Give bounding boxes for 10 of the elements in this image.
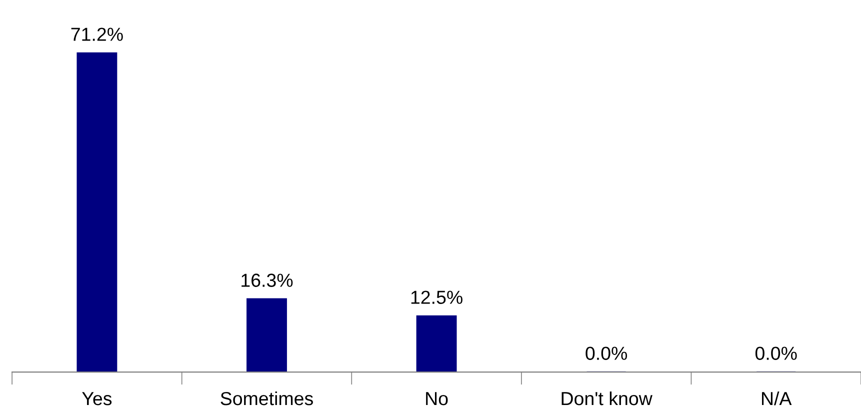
x-tick-label: No — [426, 392, 448, 406]
x-tick-label: Sometimes — [220, 391, 313, 406]
data-label: 0.0% — [586, 346, 628, 360]
x-tick-label: Don't know — [562, 391, 652, 406]
data-label: 12.5% — [411, 290, 462, 304]
x-tick-label: Yes — [82, 392, 112, 406]
x-tick-label: N/A — [762, 391, 792, 406]
data-label: 16.3% — [242, 274, 293, 287]
data-label: 71.2% — [71, 28, 123, 41]
data-label: 0.0% — [755, 346, 797, 360]
